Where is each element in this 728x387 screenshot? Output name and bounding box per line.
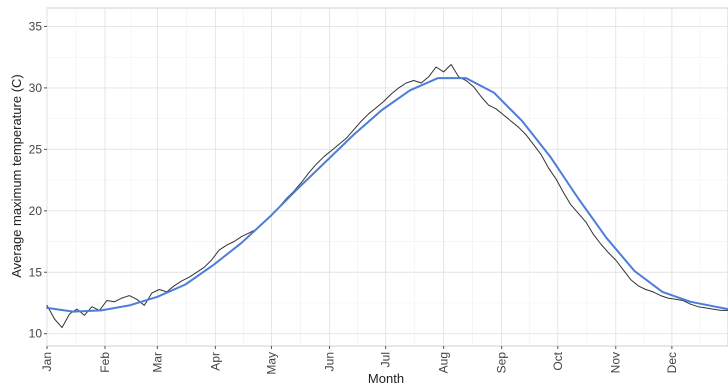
y-tick-label: 20 (29, 204, 43, 218)
x-tick-label: Apr (208, 352, 222, 371)
x-tick-label: May (265, 352, 279, 375)
y-tick-label: 25 (29, 142, 43, 156)
plot-panel (46, 7, 728, 347)
x-tick-label: Oct (551, 351, 565, 370)
y-tick-label: 35 (29, 19, 43, 33)
y-axis-label: Average maximum temperature (C) (9, 74, 24, 278)
smoothed-trend-line (46, 77, 728, 313)
x-tick-label: Sep (495, 352, 509, 374)
x-axis-label: Month (368, 371, 404, 386)
x-tick-label: Jan (40, 352, 54, 371)
x-tick-label: Dec (665, 352, 679, 373)
x-tick-label: Feb (98, 352, 112, 373)
daily-temperature-line (46, 64, 728, 329)
y-tick-label: 10 (29, 327, 43, 341)
y-tick-label: 30 (29, 81, 43, 95)
grid (46, 7, 728, 347)
x-tick-label: Mar (150, 352, 164, 373)
x-tick-label: Jun (323, 352, 337, 371)
x-tick-label: Aug (437, 352, 451, 373)
y-tick-label: 15 (29, 265, 43, 279)
series-layer (46, 64, 728, 329)
axes: 10 15 20 25 30 35 Jan Feb Mar Apr May Jun Jul Aug Sep O… (29, 19, 679, 374)
x-tick-label: Jul (379, 352, 393, 367)
x-tick-label: Nov (609, 352, 623, 373)
